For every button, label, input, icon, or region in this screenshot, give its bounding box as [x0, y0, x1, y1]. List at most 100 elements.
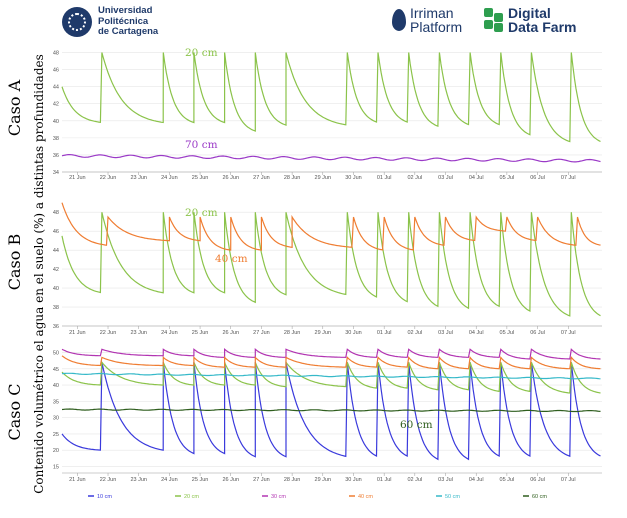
- x-tick-label: 30 Jun: [345, 175, 362, 181]
- panel-3: 15 20 25 30 35 40 45 50 21 Jun 22 Jun 23 Jun 24 Jun…: [5, 348, 602, 483]
- y-tick-label: 48: [53, 51, 59, 57]
- x-tick-label: 26 Jun: [222, 477, 239, 483]
- y-axis-title: Contenido volumétrico el agua en el suel…: [32, 54, 46, 494]
- y-tick-label: 38: [53, 136, 59, 142]
- legend-entry: 10 cm: [97, 494, 112, 500]
- x-tick-label: 07 Jul: [561, 330, 576, 336]
- upct-logo: Universidad Politécnica de Cartagena: [62, 5, 159, 38]
- x-tick-label: 29 Jun: [315, 330, 332, 336]
- series-line-20cm: [61, 212, 601, 317]
- series-line-40cm: [61, 355, 601, 370]
- digital-data-farm-logo: Digital Data Farm: [484, 6, 576, 34]
- x-tick-label: 03 Jul: [438, 330, 453, 336]
- panel-1: 34 36 38 40 42 44 46 48 21 Jun 22 Jun 23 Jun 24 Jun…: [5, 47, 602, 181]
- x-tick-label: 05 Jul: [500, 175, 515, 181]
- x-tick-label: 21 Jun: [69, 175, 86, 181]
- header: Universidad Politécnica de Cartagena Irr…: [0, 0, 627, 44]
- x-tick-label: 28 Jun: [284, 477, 301, 483]
- case-label: Caso C: [5, 384, 24, 441]
- series-annotation: 20 cm: [185, 47, 218, 59]
- legend: 10 cm 20 cm 30 cm 40 cm 50 cm 60 cm: [88, 494, 547, 500]
- x-tick-label: 01 Jul: [377, 477, 392, 483]
- series-annotation: 40 cm: [215, 253, 248, 265]
- series-line-30cm: [61, 348, 601, 360]
- legend-entry: 50 cm: [445, 494, 460, 500]
- ddf-line-2: Data Farm: [508, 19, 577, 35]
- panel-2: 36 38 40 42 44 46 48 21 Jun 22 Jun 23 Jun 24 Jun 25…: [5, 202, 602, 336]
- x-tick-label: 04 Jul: [469, 175, 484, 181]
- x-tick-label: 23 Jun: [130, 175, 147, 181]
- y-tick-label: 38: [53, 305, 59, 311]
- y-tick-label: 40: [53, 286, 59, 292]
- x-tick-label: 28 Jun: [284, 330, 301, 336]
- x-tick-label: 03 Jul: [438, 175, 453, 181]
- y-tick-label: 42: [53, 102, 59, 108]
- upct-name: Universidad Politécnica de Cartagena: [98, 5, 159, 38]
- x-tick-label: 25 Jun: [192, 175, 209, 181]
- y-tick-label: 40: [53, 119, 59, 125]
- y-tick-label: 42: [53, 267, 59, 273]
- y-tick-label: 44: [53, 248, 59, 254]
- irriman-line-1: Irriman: [410, 5, 454, 21]
- y-tick-label: 20: [53, 448, 59, 454]
- case-label: Caso A: [5, 79, 24, 136]
- irriman-line-2: Platform: [410, 19, 463, 35]
- x-tick-label: 24 Jun: [161, 477, 178, 483]
- x-tick-label: 23 Jun: [130, 477, 147, 483]
- series-line-20cm: [61, 360, 601, 394]
- x-tick-label: 27 Jun: [253, 477, 270, 483]
- x-tick-label: 04 Jul: [469, 477, 484, 483]
- x-tick-label: 07 Jul: [561, 477, 576, 483]
- upct-line-3: de Cartagena: [98, 26, 159, 37]
- water-drop-icon: [392, 9, 406, 31]
- y-tick-label: 36: [53, 324, 59, 330]
- x-tick-label: 06 Jul: [530, 477, 545, 483]
- series-line-20cm: [61, 52, 601, 143]
- y-tick-label: 40: [53, 383, 59, 389]
- x-tick-label: 25 Jun: [192, 477, 209, 483]
- x-tick-label: 30 Jun: [345, 477, 362, 483]
- x-tick-label: 28 Jun: [284, 175, 301, 181]
- y-tick-label: 15: [53, 464, 59, 470]
- legend-entry: 60 cm: [532, 494, 547, 500]
- x-tick-label: 27 Jun: [253, 175, 270, 181]
- upct-line-2: Politécnica: [98, 15, 149, 27]
- upct-line-1: Universidad: [98, 5, 153, 16]
- series-annotation: 70 cm: [185, 139, 218, 151]
- x-tick-label: 07 Jul: [561, 175, 576, 181]
- y-tick-label: 34: [53, 170, 59, 176]
- series-line-40cm: [61, 202, 601, 251]
- x-tick-label: 01 Jul: [377, 330, 392, 336]
- y-tick-label: 36: [53, 153, 59, 159]
- ddf-line-1: Digital: [508, 5, 551, 21]
- series-line-50cm: [61, 372, 601, 380]
- x-tick-label: 25 Jun: [192, 330, 209, 336]
- irriman-name: Irriman Platform: [410, 6, 462, 34]
- x-tick-label: 22 Jun: [100, 330, 117, 336]
- x-tick-label: 01 Jul: [377, 175, 392, 181]
- y-tick-label: 44: [53, 85, 59, 91]
- y-tick-label: 46: [53, 68, 59, 74]
- x-tick-label: 06 Jul: [530, 330, 545, 336]
- series-annotation: 60 cm: [400, 419, 433, 431]
- legend-entry: 30 cm: [271, 494, 286, 500]
- y-tick-label: 35: [53, 399, 59, 405]
- x-tick-label: 30 Jun: [345, 330, 362, 336]
- y-tick-label: 46: [53, 229, 59, 235]
- x-tick-label: 02 Jul: [407, 175, 422, 181]
- x-tick-label: 05 Jul: [500, 330, 515, 336]
- series-line-60cm: [61, 408, 601, 413]
- x-tick-label: 23 Jun: [130, 330, 147, 336]
- x-tick-label: 24 Jun: [161, 330, 178, 336]
- irriman-logo: Irriman Platform: [392, 6, 462, 34]
- data-farm-icon: [484, 8, 504, 32]
- x-tick-label: 03 Jul: [438, 477, 453, 483]
- x-tick-label: 26 Jun: [222, 175, 239, 181]
- ddf-name: Digital Data Farm: [508, 6, 576, 34]
- x-tick-label: 22 Jun: [100, 477, 117, 483]
- x-tick-label: 02 Jul: [407, 330, 422, 336]
- y-tick-label: 48: [53, 210, 59, 216]
- x-tick-label: 02 Jul: [407, 477, 422, 483]
- legend-entry: 40 cm: [358, 494, 373, 500]
